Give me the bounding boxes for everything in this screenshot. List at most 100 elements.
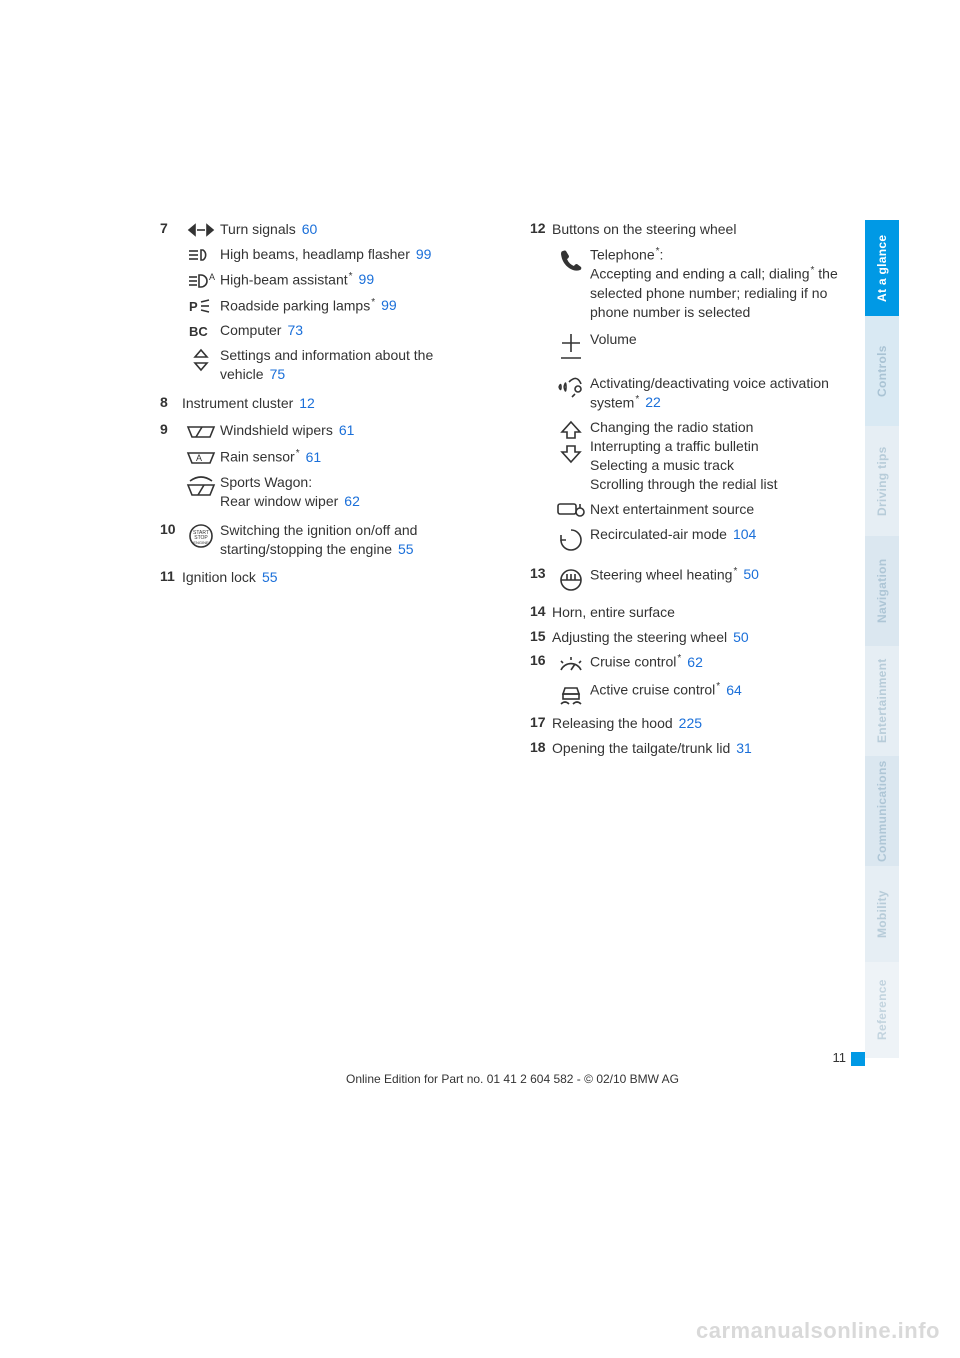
item-text: Releasing the hood225: [552, 714, 865, 733]
page-ref[interactable]: 73: [287, 322, 303, 338]
computer-icon: BC: [182, 321, 220, 340]
item-text: Recirculated-air mode104: [590, 525, 865, 551]
item-text: Rain sensor*61: [220, 447, 495, 467]
item-text: Changing the radio station Interrupting …: [590, 418, 865, 494]
item-volume: Volume: [530, 330, 865, 362]
svg-text:A: A: [196, 453, 202, 463]
item-11-ignition-lock: 11 Ignition lock55: [160, 568, 495, 587]
item-text: Activating/deactivating voice activation…: [590, 374, 865, 412]
item-number: 16: [530, 652, 552, 674]
item-telephone: Telephone*: Accepting and ending a call;…: [530, 245, 865, 322]
item-text: Windshield wipers61: [220, 421, 495, 441]
item-settings-info: Settings and information about the vehic…: [160, 346, 495, 384]
svg-text:A: A: [209, 272, 215, 282]
page-ref[interactable]: 22: [645, 394, 661, 410]
item-text: Buttons on the steering wheel: [552, 220, 865, 239]
tab-driving-tips[interactable]: Driving tips: [865, 426, 899, 536]
tab-navigation[interactable]: Navigation: [865, 536, 899, 646]
item-high-beams: High beams, headlamp flasher99: [160, 245, 495, 264]
turn-signal-icon: [182, 220, 220, 239]
item-number: 13: [530, 565, 552, 593]
updown-arrow-icon: [552, 418, 590, 494]
page-ref[interactable]: 99: [381, 297, 397, 313]
page-ref[interactable]: 75: [270, 366, 286, 382]
tab-mobility[interactable]: Mobility: [865, 866, 899, 962]
page-ref[interactable]: 64: [726, 682, 742, 698]
item-text: Switching the ignition on/off and starti…: [220, 521, 495, 559]
item-number: 8: [160, 394, 182, 413]
high-beam-assist-icon: A: [182, 270, 220, 290]
page-footer: 11 Online Edition for Part no. 01 41 2 6…: [160, 1072, 865, 1086]
item-rain-sensor: A Rain sensor*61: [160, 447, 495, 467]
page-ref[interactable]: 99: [359, 271, 375, 287]
item-text: Cruise control*62: [590, 652, 865, 674]
page-ref[interactable]: 225: [679, 715, 702, 731]
content-columns: 7 Turn signals60 High beams, headlamp fl…: [160, 220, 865, 764]
left-column: 7 Turn signals60 High beams, headlamp fl…: [160, 220, 495, 764]
parking-lamp-icon: P: [182, 296, 220, 316]
tab-reference[interactable]: Reference: [865, 962, 899, 1058]
high-beam-icon: [182, 245, 220, 264]
item-text: Active cruise control*64: [590, 680, 865, 706]
page-ref[interactable]: 61: [306, 449, 322, 465]
page-ref[interactable]: 62: [344, 493, 360, 509]
tab-at-a-glance[interactable]: At a glance: [865, 220, 899, 316]
rear-wiper-icon: [182, 473, 220, 511]
page-ref[interactable]: 55: [262, 569, 278, 585]
page-ref[interactable]: 104: [733, 526, 756, 542]
page-ref[interactable]: 99: [416, 246, 432, 262]
item-number: 14: [530, 603, 552, 622]
item-text: High beams, headlamp flasher99: [220, 245, 495, 264]
item-9-wipers: 9 Windshield wipers61: [160, 421, 495, 441]
right-column: 12 Buttons on the steering wheel Telepho…: [530, 220, 865, 764]
page-ref[interactable]: 62: [687, 654, 703, 670]
item-text: Next entertainment source: [590, 500, 865, 519]
item-number: 12: [530, 220, 552, 239]
page-ref[interactable]: 61: [339, 422, 355, 438]
recirculate-icon: [552, 525, 590, 551]
active-cruise-icon: [552, 680, 590, 706]
svg-text:P: P: [189, 299, 198, 314]
tab-controls[interactable]: Controls: [865, 316, 899, 426]
rain-sensor-icon: A: [182, 447, 220, 467]
page-ref[interactable]: 50: [743, 566, 759, 582]
item-station-change: Changing the radio station Interrupting …: [530, 418, 865, 494]
page-ref[interactable]: 55: [398, 541, 414, 557]
svg-text:BC: BC: [189, 324, 208, 339]
item-number: 7: [160, 220, 182, 239]
next-source-icon: [552, 500, 590, 519]
tab-entertainment[interactable]: Entertainment: [865, 646, 899, 756]
page-ref[interactable]: 12: [299, 395, 315, 411]
item-voice-activation: Activating/deactivating voice activation…: [530, 374, 865, 412]
item-text: Settings and information about the vehic…: [220, 346, 495, 384]
item-17-hood: 17 Releasing the hood225: [530, 714, 865, 733]
item-number: 9: [160, 421, 182, 441]
item-15-adjust-wheel: 15 Adjusting the steering wheel50: [530, 628, 865, 647]
item-text: Sports Wagon: Rear window wiper62: [220, 473, 495, 511]
page-number: 11: [833, 1050, 866, 1066]
item-text: Instrument cluster12: [182, 394, 495, 413]
volume-icon: [552, 330, 590, 362]
tab-communications[interactable]: Communications: [865, 756, 899, 866]
item-rear-wiper: Sports Wagon: Rear window wiper62: [160, 473, 495, 511]
item-8-instrument-cluster: 8 Instrument cluster12: [160, 394, 495, 413]
manual-page: 7 Turn signals60 High beams, headlamp fl…: [0, 0, 960, 1358]
page-ref[interactable]: 31: [736, 740, 752, 756]
item-active-cruise: Active cruise control*64: [530, 680, 865, 706]
item-text: High-beam assistant*99: [220, 270, 495, 290]
item-number: 17: [530, 714, 552, 733]
item-text: Telephone*: Accepting and ending a call;…: [590, 245, 865, 322]
item-text: Horn, entire surface: [552, 603, 865, 622]
page-ref[interactable]: 60: [302, 221, 318, 237]
item-roadside-parking: P Roadside parking lamps*99: [160, 296, 495, 316]
item-13-wheel-heating: 13 Steering wheel heating*50: [530, 565, 865, 593]
item-text: Opening the tailgate/trunk lid31: [552, 739, 865, 758]
item-text: Ignition lock55: [182, 568, 495, 587]
triangle-updown-icon: [182, 346, 220, 384]
page-ref[interactable]: 50: [733, 629, 749, 645]
item-18-tailgate: 18 Opening the tailgate/trunk lid31: [530, 739, 865, 758]
item-number: 10: [160, 521, 182, 559]
section-side-tabs: At a glance Controls Driving tips Naviga…: [865, 220, 899, 1058]
wheel-heating-icon: [552, 565, 590, 593]
edition-line: Online Edition for Part no. 01 41 2 604 …: [346, 1072, 679, 1086]
